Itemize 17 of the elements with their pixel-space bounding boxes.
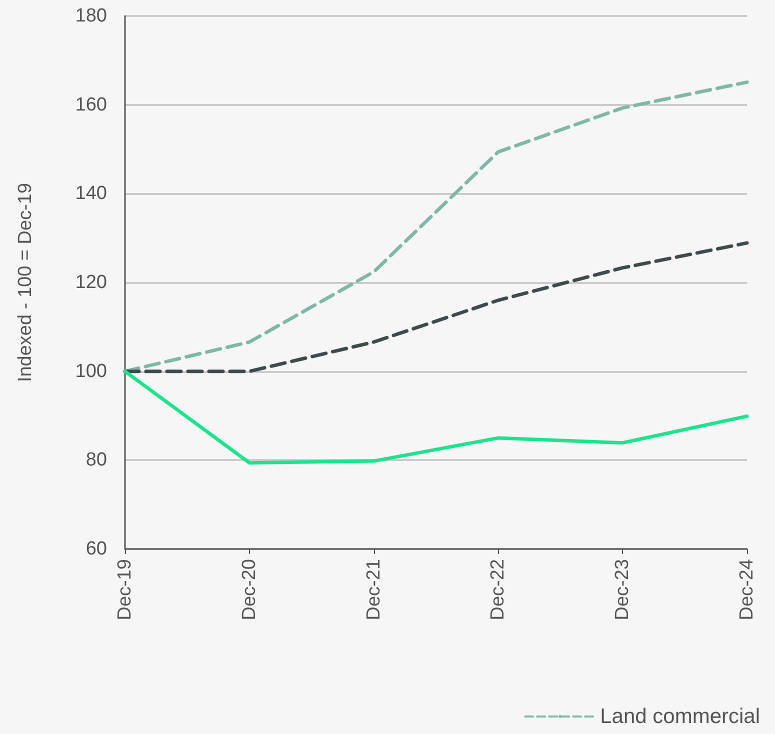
x-tick-label: Dec-24 (736, 558, 758, 620)
x-tick-label: Dec-20 (238, 559, 260, 620)
x-tick-label: Dec-19 (114, 559, 136, 620)
x-tick-label: Dec-23 (612, 559, 634, 620)
y-tick-label: 180 (75, 6, 107, 26)
x-tick-label: Dec-22 (488, 559, 509, 620)
y-axis-title: Indexed - 100 = Dec-19 (15, 182, 36, 382)
x-tick-label: Dec-21 (363, 559, 384, 620)
line-series (123, 241, 749, 374)
y-tick-label: 80 (86, 450, 107, 471)
y-tick-label: 120 (75, 272, 107, 293)
legend-label: Land commercial (600, 705, 760, 728)
line-series (123, 370, 749, 465)
y-tick-label: 160 (75, 94, 107, 116)
y-tick-label: 100 (75, 360, 107, 382)
y-tick-label: 60 (86, 538, 107, 560)
y-tick-label: 140 (75, 183, 107, 204)
